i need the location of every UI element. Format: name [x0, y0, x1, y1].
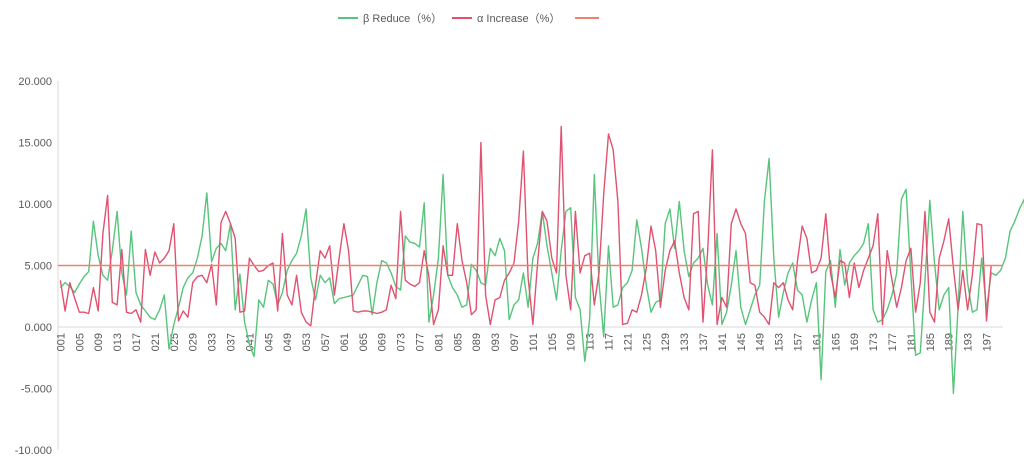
y-tick-label: -10.000: [15, 445, 52, 457]
x-tick-label: 041: [244, 333, 256, 351]
x-tick-label: 157: [792, 333, 804, 351]
x-tick-label: 133: [679, 333, 691, 351]
x-tick-label: 161: [811, 333, 823, 351]
x-tick-label: 017: [131, 333, 143, 351]
x-tick-label: 037: [225, 333, 237, 351]
x-tick-label: 077: [414, 333, 426, 351]
x-tick-label: 129: [660, 333, 672, 351]
x-tick-label: 005: [74, 333, 86, 351]
x-tick-label: 065: [358, 333, 370, 351]
x-tick-label: 049: [282, 333, 294, 351]
x-tick-label: 141: [717, 333, 729, 351]
x-tick-label: 137: [698, 333, 710, 351]
x-tick-label: 097: [509, 333, 521, 351]
series-layer: [58, 125, 1024, 395]
y-tick-label: 10.000: [18, 199, 52, 211]
x-tick-label: 125: [641, 333, 653, 351]
x-tick-label: 061: [339, 333, 351, 351]
x-tick-label: 149: [755, 333, 767, 351]
x-tick-label: 193: [963, 333, 975, 351]
x-tick-label: 165: [830, 333, 842, 351]
x-tick-label: 033: [207, 333, 219, 351]
y-tick-label: 5.000: [24, 261, 52, 273]
x-tick-label: 081: [433, 333, 445, 351]
legend-label: α Increase（%）: [477, 12, 560, 25]
y-axis: 20.000 15.000 10.000 5.000 0.000 -5.000 -10.00…: [15, 76, 59, 457]
x-tick-label: 169: [849, 333, 861, 351]
x-tick-label: 181: [906, 333, 918, 351]
x-tick-label: 069: [377, 333, 389, 351]
x-tick-label: 021: [150, 333, 162, 351]
x-tick-label: 185: [925, 333, 937, 351]
x-tick-label: 013: [112, 333, 124, 351]
x-tick-label: 121: [622, 333, 634, 351]
series-line-alpha-increase: [59, 125, 992, 327]
y-tick-label: 0.000: [24, 322, 52, 334]
x-tick-label: 173: [868, 333, 880, 351]
legend-label: β Reduce（%）: [363, 12, 442, 25]
x-tick-label: 117: [603, 333, 615, 351]
x-tick-label: 029: [188, 333, 200, 351]
x-tick-label: 197: [981, 333, 993, 351]
x-tick-label: 045: [263, 333, 275, 351]
x-tick-label: 145: [736, 333, 748, 351]
x-tick-label: 153: [774, 333, 786, 351]
x-tick-label: 009: [93, 333, 105, 351]
legend-item[interactable]: α Increase（%）: [452, 12, 560, 25]
x-axis: 001 005 009 013 017 021 025 029 033 037 041 045 049 0…: [55, 326, 1003, 351]
y-tick-label: 20.000: [18, 76, 52, 88]
x-tick-label: 109: [566, 333, 578, 351]
x-tick-label: 189: [944, 333, 956, 351]
x-tick-label: 105: [547, 333, 559, 351]
x-tick-label: 057: [320, 333, 332, 351]
legend: β Reduce（%） α Increase（%）: [338, 12, 599, 25]
x-tick-label: 053: [301, 333, 313, 351]
x-tick-label: 085: [452, 333, 464, 351]
series-line-beta-reduce: [59, 157, 1024, 395]
y-tick-label: 15.000: [18, 138, 52, 150]
x-tick-label: 177: [887, 333, 899, 351]
x-tick-label: 001: [55, 333, 67, 351]
legend-item[interactable]: β Reduce（%）: [338, 12, 442, 25]
y-tick-label: -5.000: [21, 384, 52, 396]
x-tick-label: 073: [396, 333, 408, 351]
x-tick-label: 093: [490, 333, 502, 351]
x-tick-label: 101: [528, 333, 540, 351]
x-tick-label: 089: [471, 333, 483, 351]
